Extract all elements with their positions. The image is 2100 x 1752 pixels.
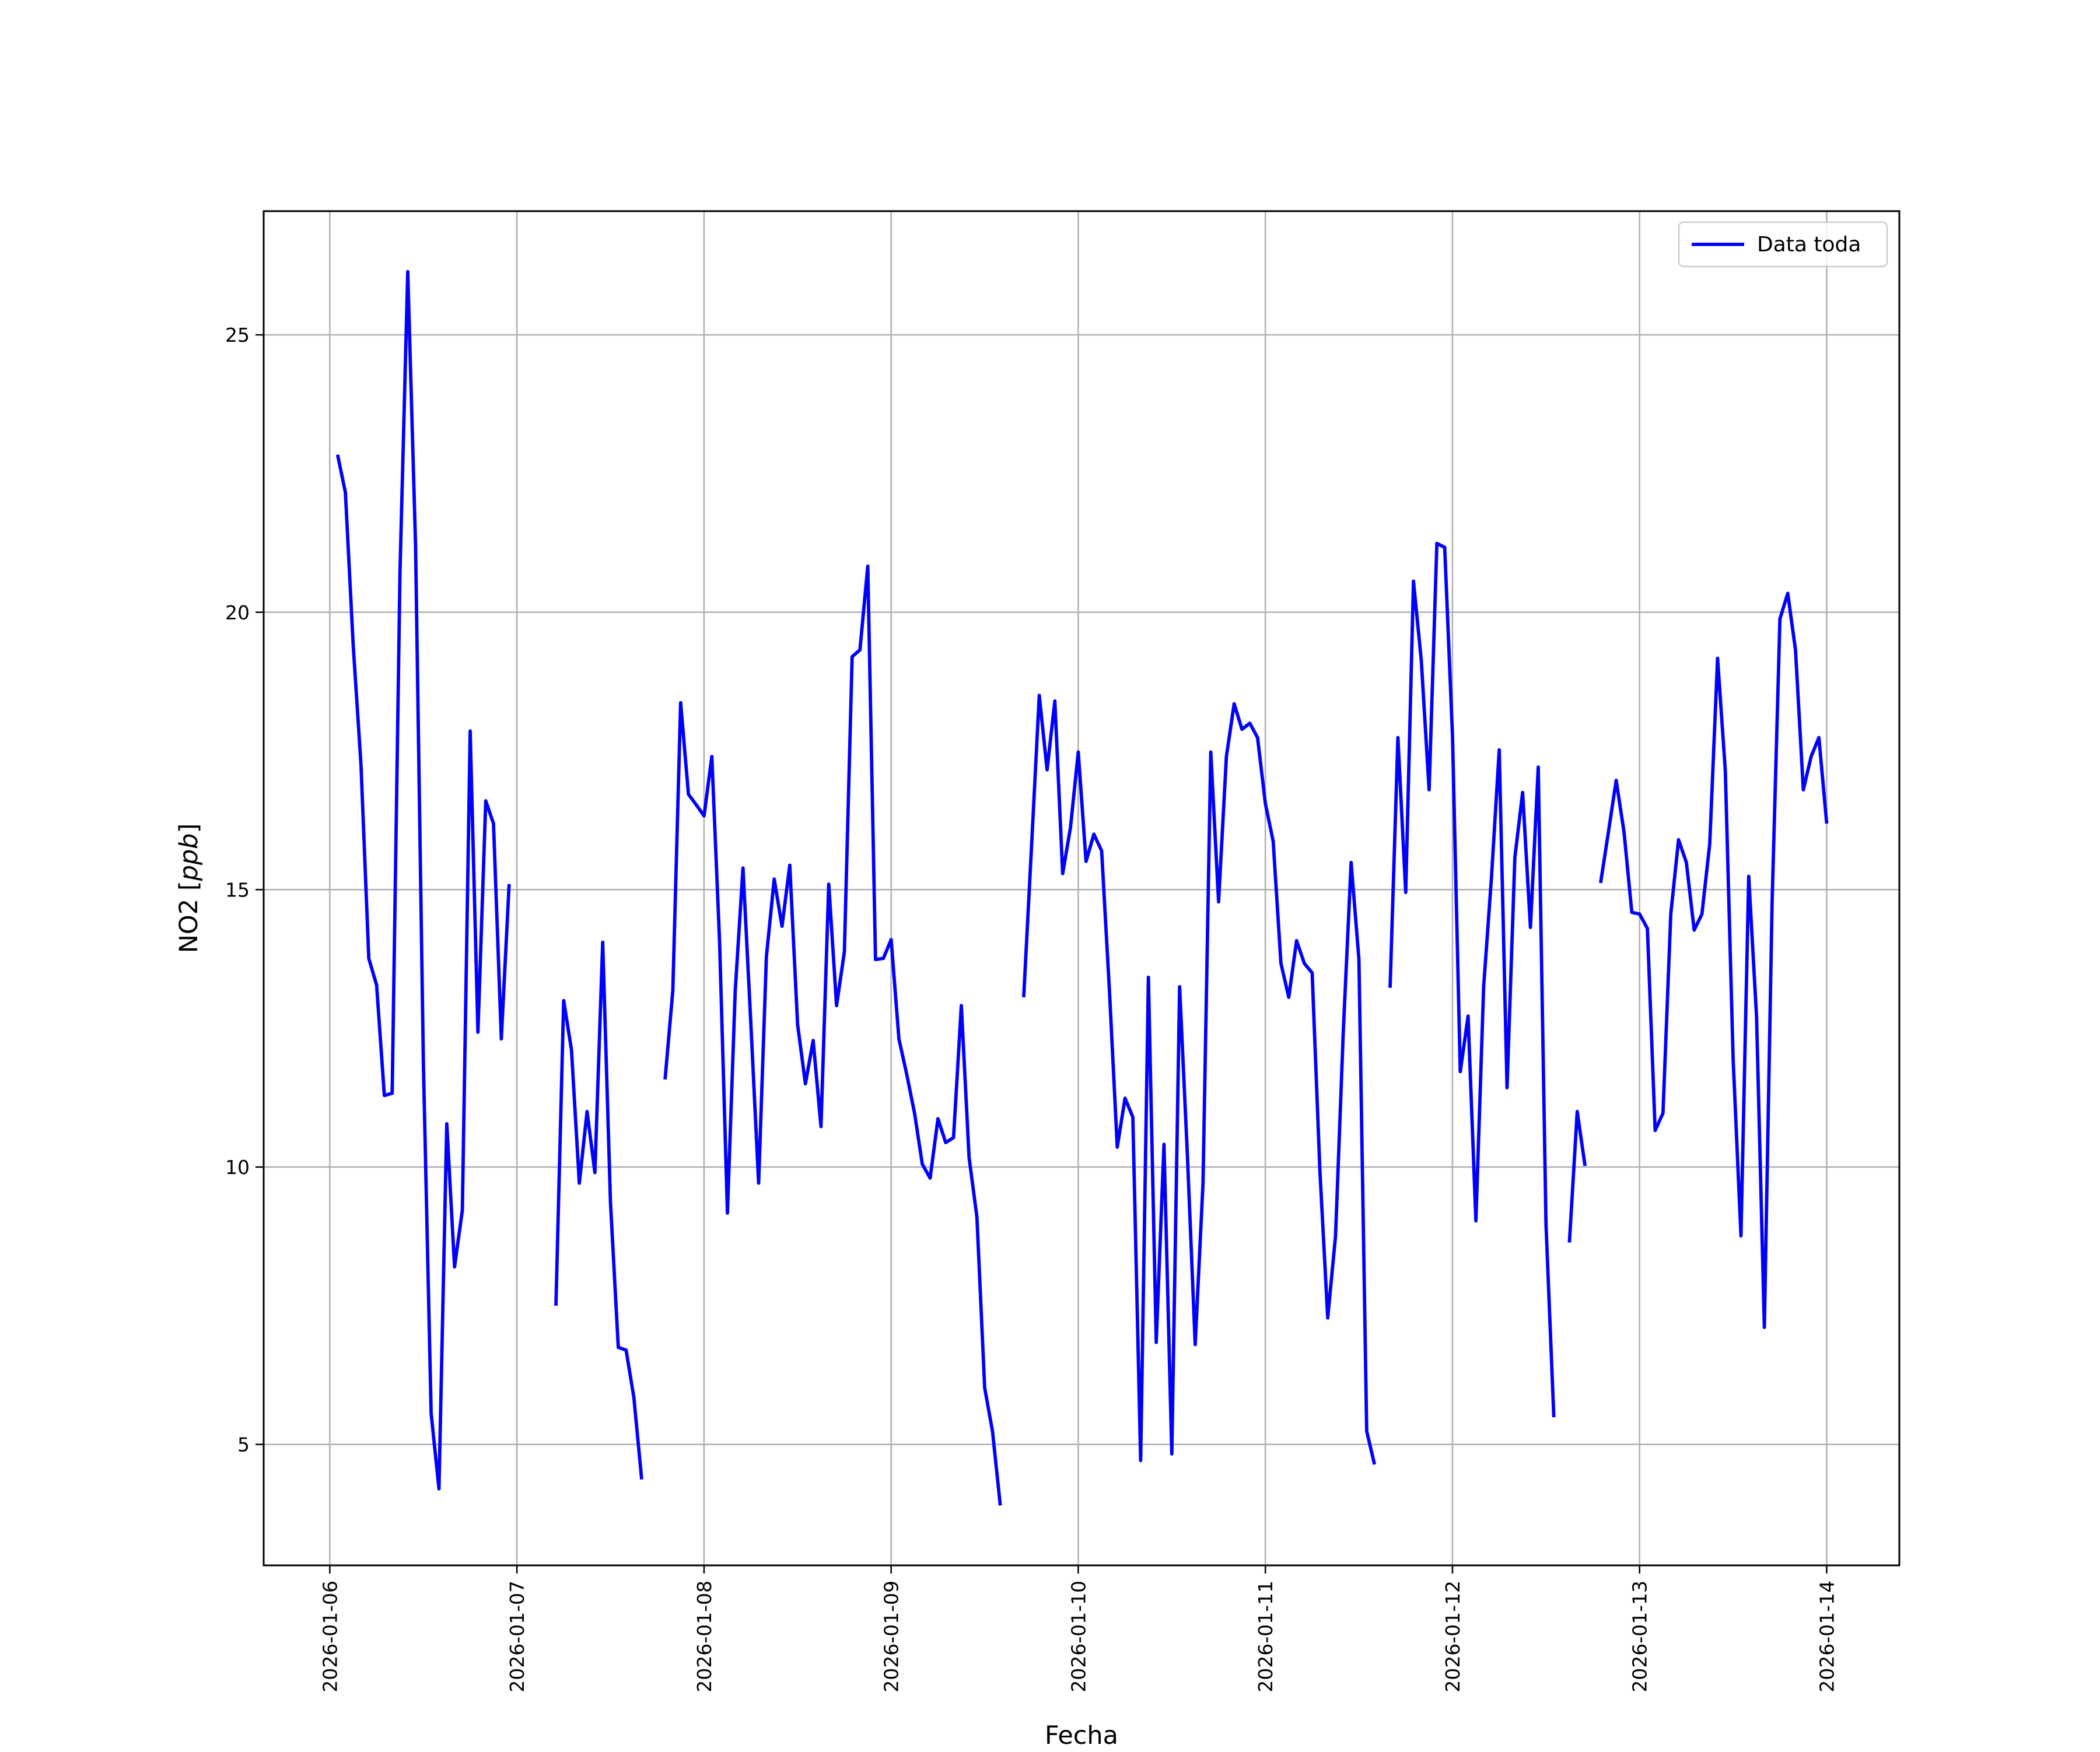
y-tick-label: 5 <box>237 1434 250 1456</box>
series-line-segment <box>554 940 643 1480</box>
x-tick-label: 2026-01-08 <box>693 1581 716 1693</box>
y-axis-label-suffix: ] <box>174 824 204 833</box>
series-line-segment <box>335 269 511 1491</box>
series-line-segment <box>663 564 1002 1506</box>
x-tick-label: 2026-01-06 <box>318 1581 341 1693</box>
y-tick-label: 20 <box>225 601 250 624</box>
x-tick-label: 2026-01-11 <box>1254 1581 1277 1693</box>
legend-box <box>1678 221 1888 268</box>
y-axis-ticks: 5 10 15 20 25 <box>225 324 264 1456</box>
legend: Data toda <box>1678 221 1888 268</box>
y-axis-label: NO2 [ppb] <box>174 824 204 954</box>
y-axis-label-prefix: NO2 [ <box>174 881 204 953</box>
series-line-segment <box>1022 693 1377 1465</box>
x-tick-label: 2026-01-10 <box>1067 1581 1090 1693</box>
y-axis-label-unit: ppb <box>174 833 204 882</box>
y-tick-label: 25 <box>225 324 250 346</box>
series-data-toda <box>335 269 1829 1506</box>
x-axis-ticks: 2026-01-06 2026-01-07 2026-01-08 2026-01-09… <box>318 1565 1838 1693</box>
x-tick-label: 2026-01-09 <box>880 1581 903 1693</box>
x-tick-label: 2026-01-12 <box>1441 1581 1464 1693</box>
x-tick-label: 2026-01-07 <box>506 1581 528 1693</box>
x-axis-label: Fecha <box>1045 1721 1118 1750</box>
x-tick-label: 2026-01-14 <box>1815 1581 1838 1693</box>
y-tick-label: 10 <box>225 1156 250 1179</box>
grid <box>264 211 1899 1565</box>
x-tick-label: 2026-01-13 <box>1629 1581 1651 1693</box>
legend-label: Data toda <box>1757 233 1861 257</box>
series-line-segment <box>1599 591 1829 1329</box>
axes-frame <box>262 210 1901 1567</box>
series-line-segment <box>1388 541 1556 1418</box>
series-line-segment <box>1567 1110 1587 1243</box>
y-tick-label: 15 <box>225 878 250 901</box>
